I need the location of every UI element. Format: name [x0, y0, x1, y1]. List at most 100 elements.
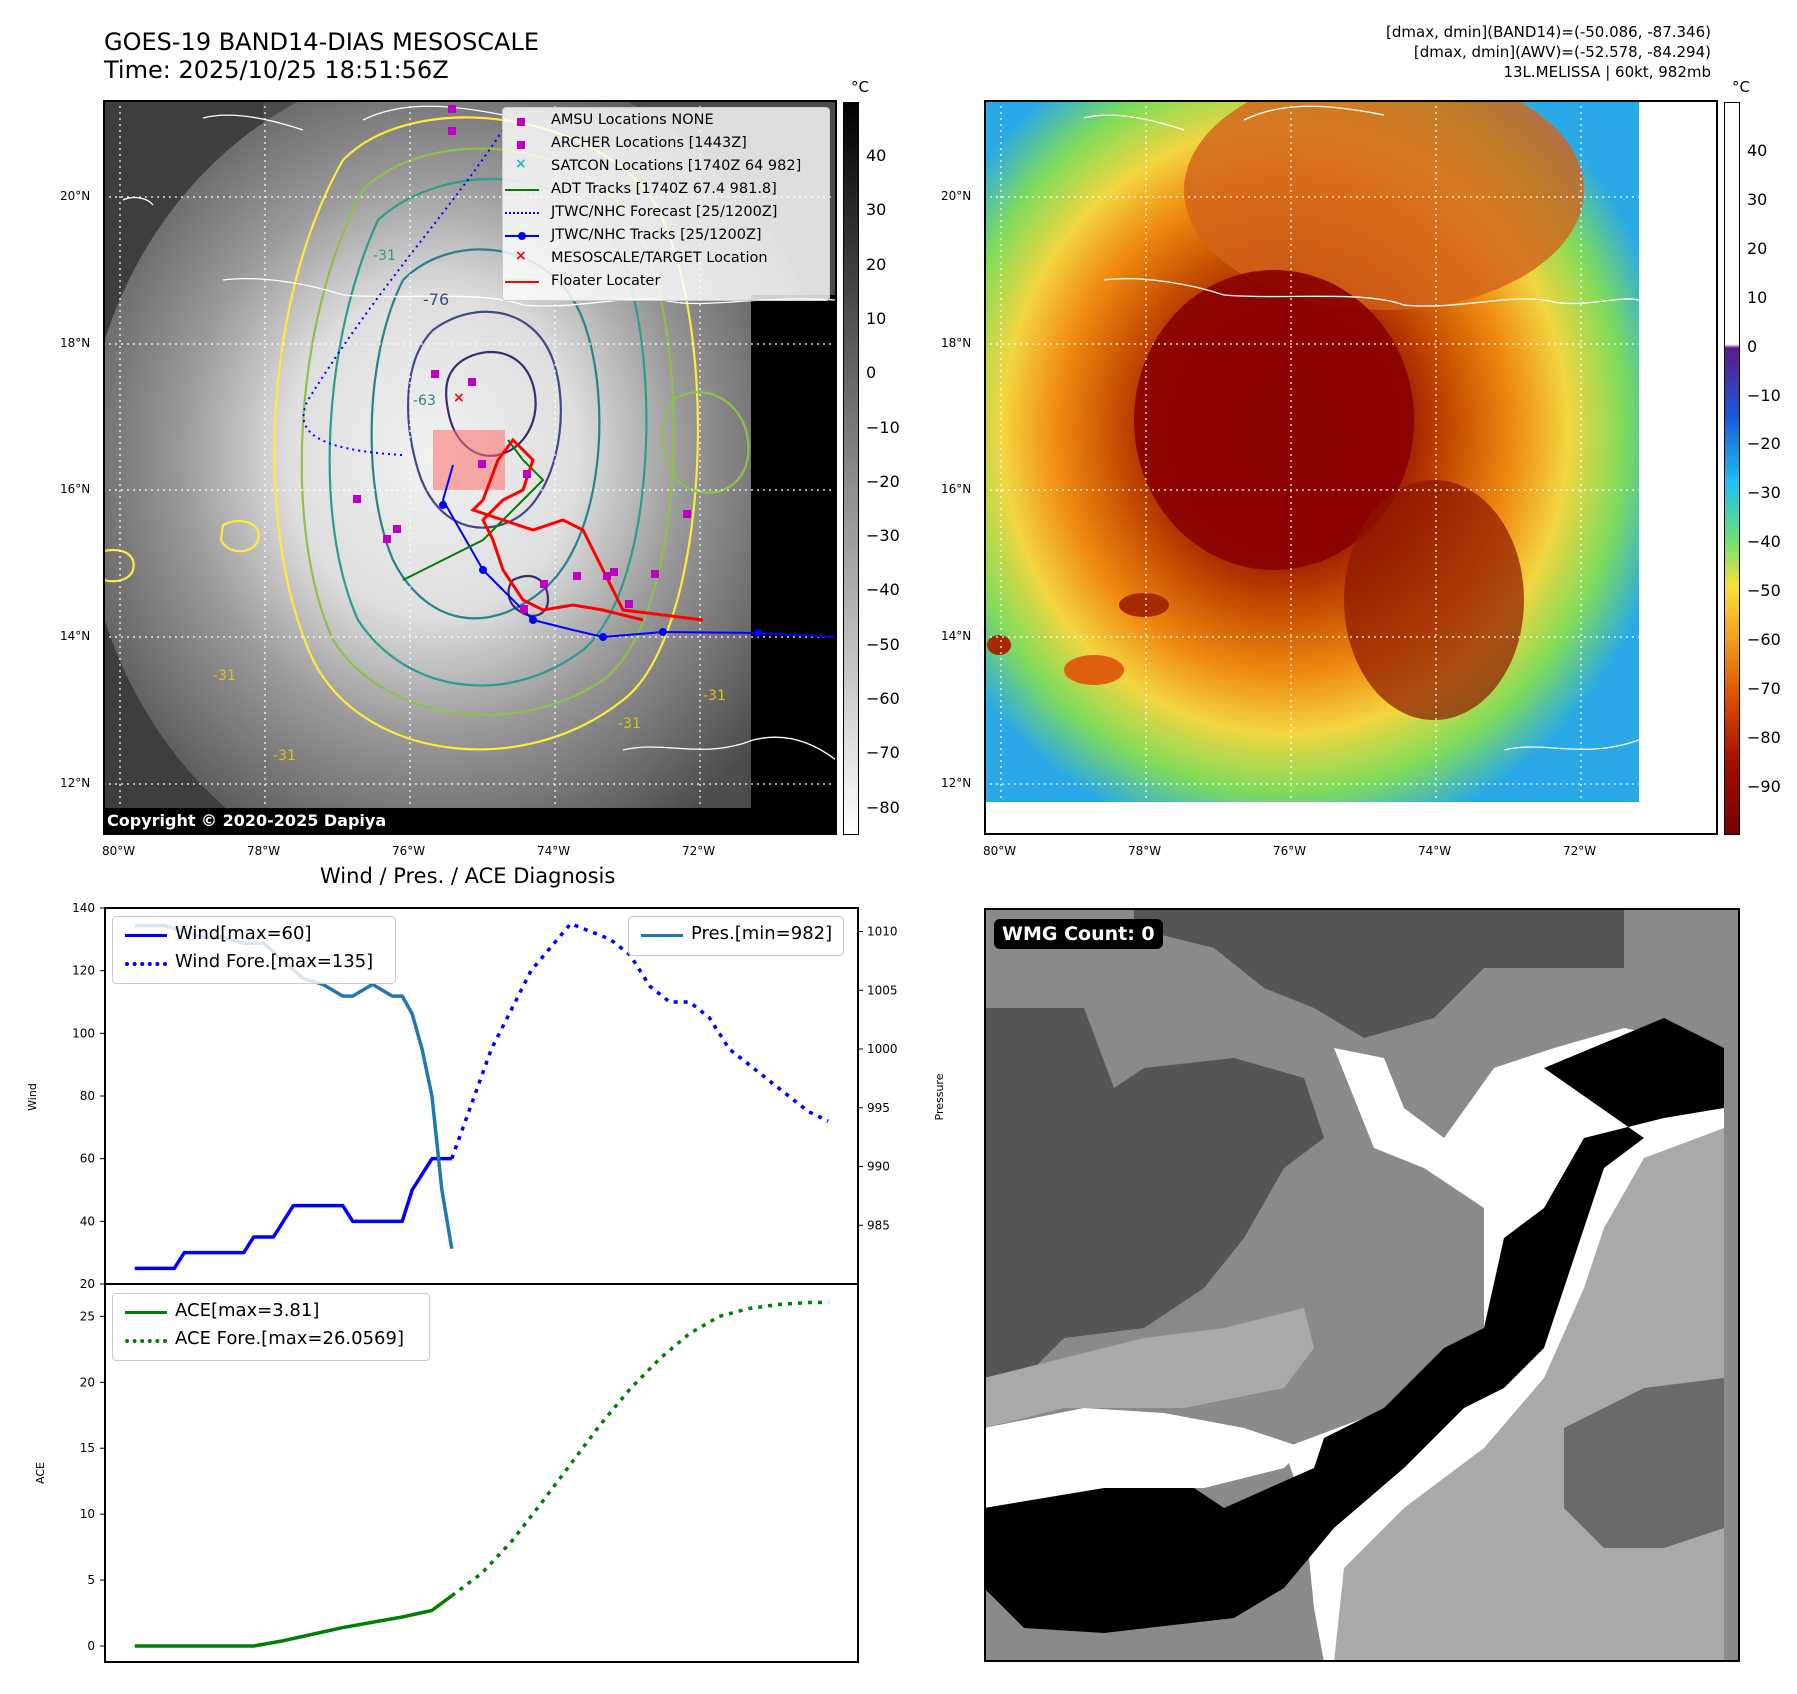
- wind-ytick-label-6: 20: [80, 1277, 95, 1291]
- colorbar-left-tick-2: 20: [866, 254, 887, 274]
- series-line-acefore: [450, 1300, 829, 1598]
- ace-legend: ACE[max=3.81] ACE Fore.[max=26.0569]: [112, 1293, 430, 1361]
- pres-legend: Pres.[min=982]: [628, 916, 844, 956]
- lat-label-20-left: 20°N: [60, 189, 91, 203]
- target-marker: ×: [453, 390, 465, 406]
- colorbar-left-tick-11: −70: [866, 743, 900, 763]
- awv-map-frame: [984, 100, 1718, 835]
- wmg-panel: [984, 908, 1740, 1662]
- colorbar-right-tick-8: −40: [1747, 532, 1781, 552]
- title-line-1: GOES-19 BAND14-DIAS MESOSCALE: [104, 28, 540, 56]
- colorbar-left-tick-8: −40: [866, 580, 900, 600]
- lon-label-80-right: 80°W: [983, 844, 1017, 858]
- wind-ytick-label-5: 40: [80, 1214, 95, 1228]
- lon-label-76-left: 76°W: [392, 844, 426, 858]
- legend-symbol-target: ×: [515, 248, 527, 264]
- wmg-count-badge: WMG Count: 0: [994, 919, 1163, 949]
- colorbar-right-tick-2: 20: [1747, 238, 1768, 258]
- ir-map-frame: [103, 100, 837, 835]
- ace-legend-dotted-symbol: [125, 1339, 167, 1343]
- info-line-1: [dmax, dmin](BAND14)=(-50.086, -87.346): [1386, 23, 1711, 41]
- wind-legend: Wind[max=60] Wind Fore.[max=135]: [112, 916, 396, 984]
- lat-label-14-right: 14°N: [941, 629, 972, 643]
- colorbar-right-tick-6: −20: [1747, 434, 1781, 454]
- wind-ytick-label-2: 100: [72, 1026, 95, 1040]
- lon-label-72-right: 72°W: [1563, 844, 1597, 858]
- wind-legend-dotted-label: Wind Fore.[max=135]: [175, 951, 374, 972]
- colorbar-right-tick-0: 40: [1747, 141, 1768, 160]
- wmg-light-region-2: [984, 1308, 1314, 1428]
- awv-map-panel: [984, 100, 1717, 834]
- lat-label-16-right: 16°N: [941, 482, 972, 496]
- lon-label-76-right: 76°W: [1273, 844, 1307, 858]
- legend-symbol-amsu: [517, 118, 525, 126]
- ace-legend-dotted-label: ACE Fore.[max=26.0569]: [175, 1328, 404, 1349]
- ace-legend-solid-symbol: [125, 1311, 167, 1314]
- floater-track: [470, 437, 704, 622]
- wmg-mid-region: [1564, 1378, 1724, 1548]
- archer-locations: [353, 105, 691, 613]
- nhc-track-points: [439, 501, 762, 641]
- lon-label-74-right: 74°W: [1418, 844, 1452, 858]
- wind-legend-solid-label: Wind[max=60]: [175, 923, 312, 944]
- contour-label-76: -76: [423, 290, 449, 309]
- awv-map-svg: [984, 100, 1717, 834]
- wmg-svg: [984, 908, 1740, 1662]
- info-line-3: 13L.MELISSA | 60kt, 982mb: [1503, 63, 1711, 81]
- wind-ytick-label-0: 140: [72, 901, 95, 915]
- lon-label-78-right: 78°W: [1128, 844, 1162, 858]
- floater-box: [433, 430, 505, 490]
- ace-ytick-label-1: 20: [80, 1375, 95, 1389]
- wmg-frame: [984, 908, 1740, 1662]
- ace-ytick-label-3: 10: [80, 1507, 95, 1521]
- wind-ytick-label-4: 60: [80, 1152, 95, 1166]
- colorbar-left: [843, 102, 859, 835]
- wind-ytick-label-1: 120: [72, 964, 95, 978]
- pres-ytick-label-2: 1000: [867, 1042, 898, 1056]
- pres-legend-label: Pres.[min=982]: [691, 923, 833, 944]
- legend-symbol-satcon: ×: [515, 156, 527, 172]
- lon-label-80-left: 80°W: [102, 844, 136, 858]
- legend-target: MESOSCALE/TARGET Location: [551, 250, 768, 266]
- legend-symbol-nhc-dot: [518, 232, 526, 240]
- colorbar-left-unit: °C: [851, 78, 869, 96]
- colorbar-right-tick-11: −70: [1747, 678, 1781, 698]
- series-line-wind: [134, 1156, 452, 1271]
- legend-satcon: SATCON Locations [1740Z 64 982]: [551, 158, 802, 174]
- lat-label-12-left: 12°N: [60, 776, 91, 790]
- wmg-dark-region: [984, 1008, 1324, 1378]
- colorbar-left-tick-3: 10: [866, 308, 887, 328]
- colorbar-right-tick-12: −80: [1747, 727, 1781, 747]
- copyright-banner: Copyright © 2020-2025 Dapiya: [103, 808, 836, 834]
- legend-symbol-adt: [505, 189, 539, 191]
- wind-legend-dotted-symbol: [125, 962, 167, 966]
- colorbar-right-tick-13: −90: [1747, 776, 1781, 796]
- ace-ytick-label-0: 25: [80, 1309, 95, 1323]
- ace-ytick-label-4: 5: [87, 1573, 95, 1587]
- colorbar-left-tick-9: −50: [866, 634, 900, 654]
- info-line-2: [dmax, dmin](AWV)=(-52.578, -84.294): [1413, 43, 1711, 61]
- lon-label-72-left: 72°W: [682, 844, 716, 858]
- colorbar-right-tick-10: −60: [1747, 630, 1781, 649]
- lon-label-74-left: 74°W: [537, 844, 571, 858]
- legend-archer: ARCHER Locations [1443Z]: [551, 135, 747, 151]
- legend-adt: ADT Tracks [1740Z 67.4 981.8]: [551, 181, 777, 197]
- main-title: GOES-19 BAND14-DIAS MESOSCALE Time: 2025…: [104, 28, 539, 84]
- contour-label-31a: -31: [213, 668, 236, 684]
- legend-amsu: AMSU Locations NONE: [551, 112, 714, 128]
- map-legend: AMSU Locations NONE ARCHER Locations [14…: [502, 107, 830, 301]
- colorbar-right-tick-9: −50: [1747, 581, 1781, 601]
- legend-nhc: JTWC/NHC Tracks [25/1200Z]: [551, 227, 762, 243]
- info-block: [dmax, dmin](BAND14)=(-50.086, -87.346) …: [1386, 22, 1711, 82]
- colorbar-left-tick-6: −20: [866, 471, 900, 491]
- lon-label-78-left: 78°W: [247, 844, 281, 858]
- wind-legend-solid-symbol: [125, 934, 167, 937]
- ace-axis-label: ACE: [34, 1462, 47, 1484]
- colorbar-left-tick-1: 30: [866, 200, 887, 220]
- ace-legend-solid-label: ACE[max=3.81]: [175, 1300, 320, 1321]
- legend-floater: Floater Locater: [551, 273, 661, 289]
- awv-gridlines: [984, 100, 1639, 802]
- awv-coastlines: [1083, 105, 1640, 751]
- contour-label-31b: -31: [618, 716, 641, 732]
- colorbar-right-tick-5: −10: [1747, 385, 1781, 405]
